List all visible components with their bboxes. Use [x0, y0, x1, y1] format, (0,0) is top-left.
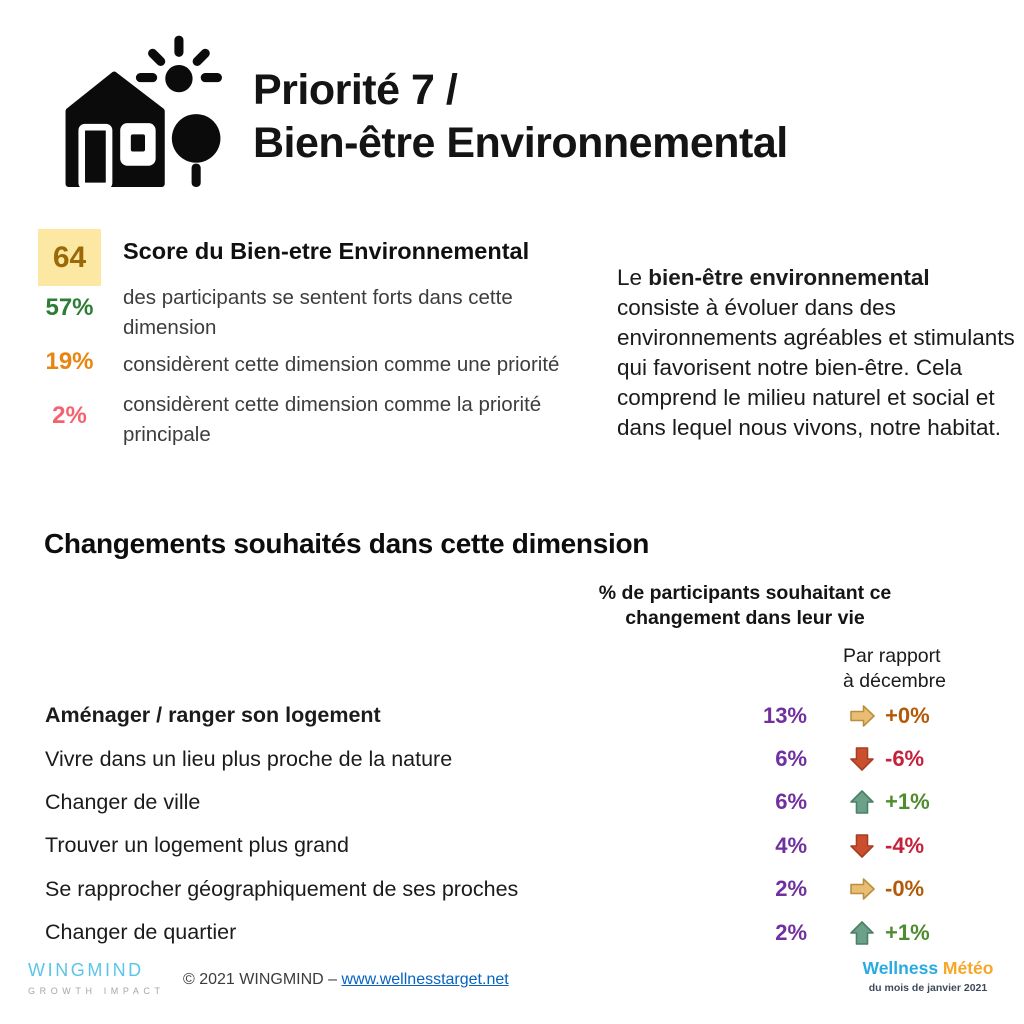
stat-text-main-priority: considèrent cette dimension comme la pri… — [123, 393, 542, 446]
table-row: Changer de ville 6% +1% — [45, 781, 1005, 824]
change-row-percent: 2% — [775, 876, 807, 902]
copyright-text: © 2021 WINGMIND – — [183, 971, 342, 988]
stat-value-priority: 19% — [45, 348, 94, 375]
table-row: Aménager / ranger son logement 13% +0% — [45, 694, 1005, 737]
trend-up-arrow-icon — [848, 788, 876, 816]
change-row-label: Changer de ville — [45, 789, 201, 814]
wellness-meteo-title: Wellness Météo — [852, 958, 1004, 979]
table-row: Vivre dans un lieu plus proche de la nat… — [45, 737, 1005, 780]
change-row-percent: 6% — [775, 789, 807, 815]
change-row-percent: 13% — [762, 702, 807, 728]
wellness-word: Wellness — [862, 958, 943, 978]
meteo-word: Météo — [942, 958, 994, 978]
table-row: Changer de quartier 2% +1% — [45, 911, 1005, 954]
wingmind-logo: WINGMIND GROWTH IMPACT — [28, 960, 165, 996]
wellnesstarget-link[interactable]: www.wellnesstarget.net — [341, 971, 509, 988]
changes-section-title: Changements souhaités dans cette dimensi… — [44, 528, 650, 559]
wingmind-logo-name: WINGMIND — [28, 960, 144, 980]
page-title-line2: Bien-être Environnemental — [253, 119, 788, 167]
column-header-participants: % de participants souhaitant ce changeme… — [598, 582, 892, 629]
change-row-label: Vivre dans un lieu plus proche de la nat… — [45, 746, 453, 771]
trend-down-arrow-icon — [848, 832, 876, 860]
change-row-label: Se rapprocher géographiquement de ses pr… — [45, 876, 519, 901]
change-row-label: Trouver un logement plus grand — [45, 833, 349, 858]
wingmind-logo-tagline: GROWTH IMPACT — [28, 986, 165, 996]
dimension-description: Le bien-être environnemental consiste à … — [617, 263, 1015, 443]
change-row-delta: +1% — [885, 789, 930, 815]
stat-text-strong: des participants se sentent forts dans c… — [123, 286, 513, 339]
description-bold-term: bien-être environnemental — [648, 264, 930, 290]
changes-table: Aménager / ranger son logement 13% +0% V… — [45, 694, 1005, 954]
change-row-delta: +0% — [885, 702, 930, 728]
house-sun-tree-icon — [58, 28, 230, 190]
change-row-delta: -0% — [885, 876, 925, 902]
trend-flat-arrow-icon — [848, 702, 876, 730]
change-row-label: Aménager / ranger son logement — [45, 703, 381, 728]
trend-down-arrow-icon — [848, 745, 876, 773]
change-row-label: Changer de quartier — [45, 920, 237, 945]
wellness-meteo-logo: Wellness Météo du mois de janvier 2021 — [852, 958, 1004, 994]
change-row-percent: 6% — [775, 746, 807, 772]
page-title: Priorité 7 / Bien-être Environnemental — [253, 64, 788, 170]
trend-up-arrow-icon — [848, 919, 876, 947]
table-row: Trouver un logement plus grand 4% -4% — [45, 824, 1005, 867]
wellness-meteo-subtitle: du mois de janvier 2021 — [868, 982, 988, 994]
stat-text-priority: considèrent cette dimension comme une pr… — [123, 353, 560, 376]
trend-flat-arrow-icon — [848, 875, 876, 903]
score-label: Score du Bien-etre Environnemental — [123, 238, 530, 264]
page-title-line1: Priorité 7 / — [253, 66, 458, 114]
column-header-comparison: Par rapport à décembre — [843, 645, 946, 692]
description-lead: Le — [617, 264, 649, 290]
change-row-percent: 2% — [775, 919, 807, 945]
change-row-delta: -4% — [885, 832, 925, 858]
score-badge: 64 — [38, 229, 101, 286]
stat-value-strong: 57% — [45, 294, 94, 321]
change-row-delta: -6% — [885, 746, 925, 772]
change-row-percent: 4% — [775, 832, 807, 858]
change-row-delta: +1% — [885, 919, 930, 945]
copyright-line: © 2021 WINGMIND – www.wellnesstarget.net — [183, 971, 509, 989]
description-body: consiste à évoluer dans des environnemen… — [617, 294, 1015, 440]
table-row: Se rapprocher géographiquement de ses pr… — [45, 868, 1005, 911]
stat-value-main-priority: 2% — [52, 402, 87, 429]
